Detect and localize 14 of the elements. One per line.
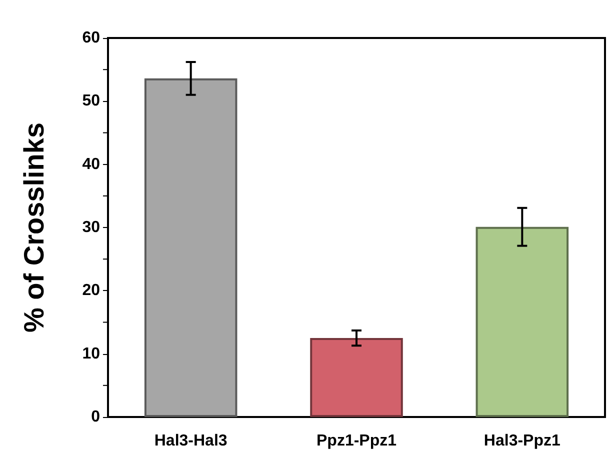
y-tick-label: 0: [91, 408, 100, 426]
y-tick-label: 50: [82, 92, 100, 110]
x-tick-label: Hal3-Hal3: [154, 432, 228, 450]
bar: [310, 338, 403, 417]
x-tick-label: Ppz1-Ppz1: [316, 432, 397, 450]
x-tick-label: Hal3-Ppz1: [484, 432, 561, 450]
y-tick-label: 60: [82, 30, 100, 46]
y-tick-label: 40: [82, 156, 100, 173]
bar: [476, 226, 569, 417]
y-axis-title: % of Crosslinks: [18, 122, 50, 333]
y-tick-label: 30: [82, 219, 100, 236]
y-tick-label: 10: [82, 345, 100, 362]
bar: [144, 78, 238, 417]
y-tick-label: 20: [82, 282, 100, 300]
